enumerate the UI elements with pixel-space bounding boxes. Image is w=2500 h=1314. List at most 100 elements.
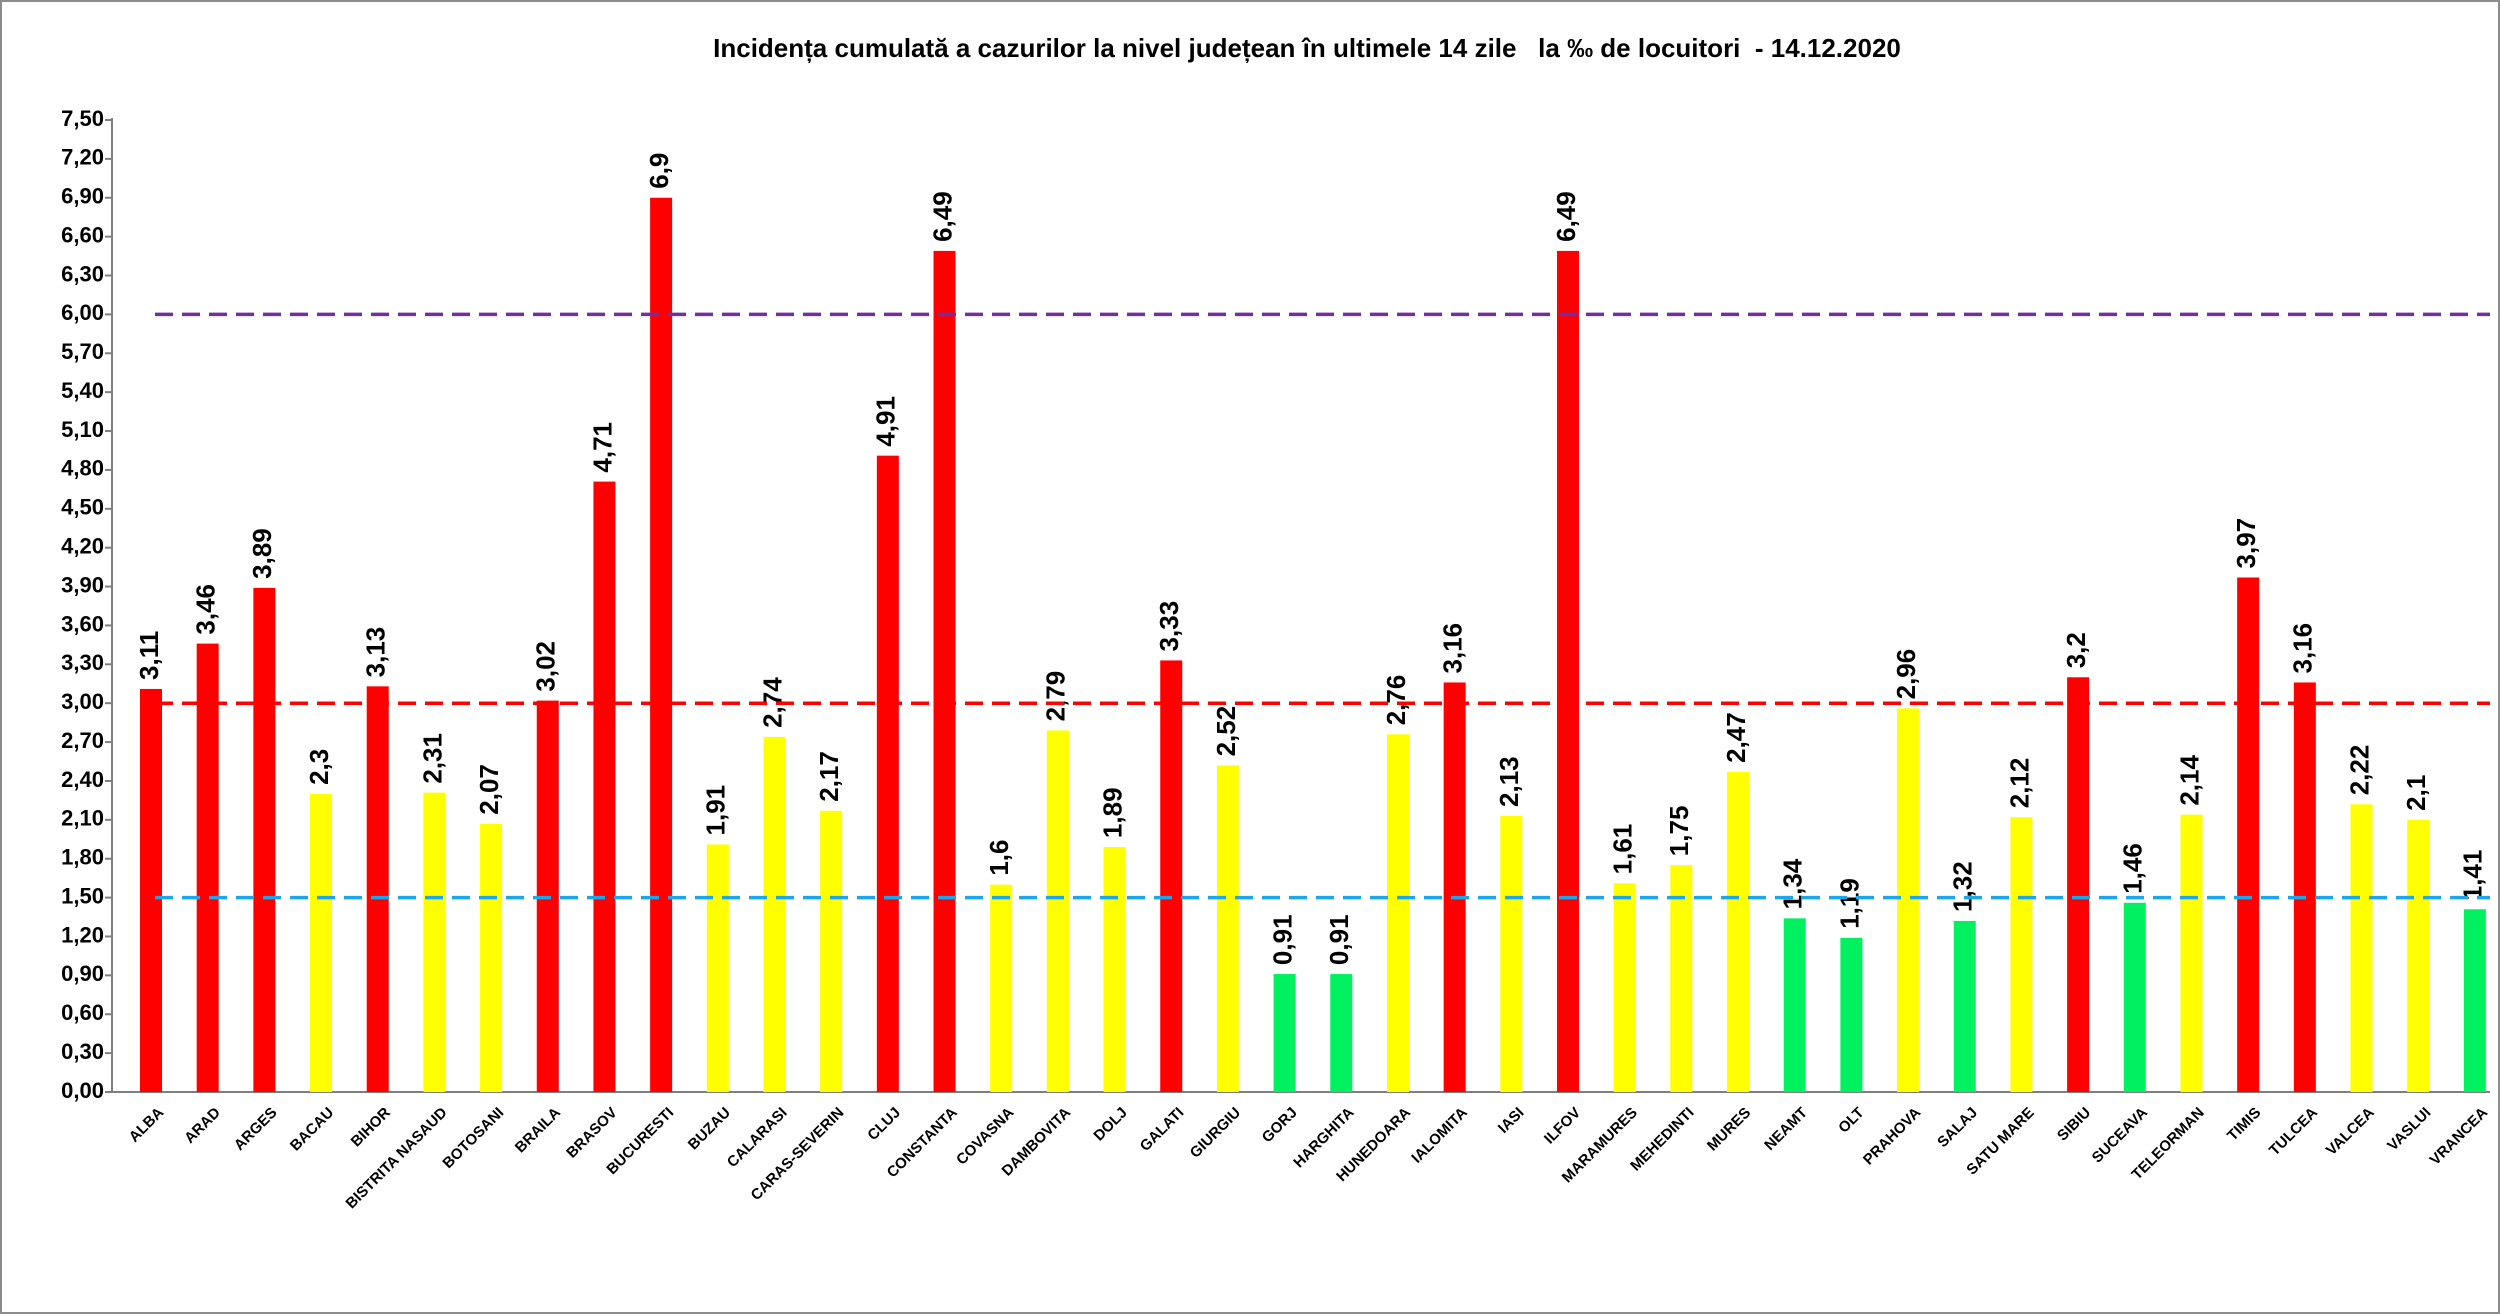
value-label-braila: 3,02 [531,641,561,692]
y-tick-label: 7,20 [61,145,104,170]
value-label-salaj: 1,32 [1948,861,1978,912]
bar-alba [140,688,162,1092]
bar-salaj [1953,920,1976,1092]
bar-buzau [706,844,729,1092]
bar-gorj [1273,974,1296,1092]
bar-ialomita [1443,682,1466,1092]
y-tick-labels: 0,00 0,30 0,60 0,90 1,20 1,50 1,80 2,10 2,40 2,70… [61,106,104,1103]
bar-calarasi [763,736,786,1092]
value-labels: 3,11 3,46 3,89 2,3 3,13 2,31 2,07 3,02 4,71 6,9 1,… [134,153,2488,965]
bar-brasov [593,481,616,1093]
bar-caras-severin [820,810,843,1092]
y-tick-label: 1,80 [61,845,104,870]
value-label-iasi: 2,13 [1494,756,1524,807]
bar-vaslui [2407,819,2430,1092]
value-label-galati: 3,33 [1154,601,1184,652]
value-label-bihor: 3,13 [361,627,391,678]
y-tick-label: 6,60 [61,222,104,247]
y-tick-label: 2,10 [61,806,104,831]
value-label-bacau: 2,3 [304,749,334,785]
bar-ilfov [1557,250,1579,1092]
bar-suceava [2123,902,2146,1092]
y-tick-label: 3,90 [61,572,104,597]
value-label-mures: 2,47 [1721,712,1751,763]
value-label-valcea: 2,22 [2344,745,2374,796]
value-label-hunedoara: 2,76 [1381,675,1411,726]
bar-iasi [1500,815,1523,1092]
y-tick-label: 6,00 [61,300,104,325]
value-label-bistrita-nasaud: 2,31 [417,733,447,784]
bar-hunedoara [1386,734,1409,1092]
bar-sibiu [2067,677,2090,1092]
value-label-caras-severin: 2,17 [814,751,844,802]
value-label-arad: 3,46 [191,584,221,635]
bar-arges [253,587,276,1092]
y-tick-label: 0,90 [61,961,104,986]
bar-vrancea [2463,909,2486,1092]
value-label-harghita: 0,91 [1324,914,1354,965]
value-label-mehedinti: 1,75 [1664,806,1694,857]
y-tick-label: 5,10 [61,417,104,442]
value-label-buzau: 1,91 [701,785,731,836]
bar-dolj [1103,847,1126,1092]
reference-lines [155,312,2490,900]
bar-olt [1840,937,1863,1092]
value-label-satu-mare: 2,12 [2004,758,2034,809]
y-tick-label: 3,60 [61,611,104,636]
bar-neamt [1783,918,1806,1092]
value-label-giurgiu: 2,52 [1211,706,1241,757]
value-label-sibiu: 3,2 [2061,632,2091,668]
bar-covasna [990,884,1013,1092]
bar-constanta [933,250,956,1092]
bar-maramures [1613,883,1636,1092]
bar-bacau [310,793,333,1092]
y-tick-label: 1,50 [61,883,104,908]
bar-mures [1727,771,1750,1092]
axes [105,118,2490,1093]
bar-dambovita [1046,730,1069,1092]
bar-teleorman [2180,814,2203,1092]
value-label-cluj: 4,91 [871,396,901,447]
bar-timis [2237,577,2260,1092]
y-tick-label: 3,00 [61,689,104,714]
bar-valcea [2350,804,2373,1092]
bars [140,197,2486,1093]
value-label-suceava: 1,46 [2118,843,2148,894]
value-label-tulcea: 3,16 [2288,623,2318,674]
y-tick-label: 3,30 [61,650,104,675]
value-label-gorj: 0,91 [1267,914,1297,965]
y-tick-label: 2,40 [61,767,104,792]
bar-bistrita-nasaud [423,792,446,1092]
y-tick-label: 4,50 [61,495,104,520]
y-tick-label: 4,20 [61,533,104,558]
y-tick-label: 0,30 [61,1039,104,1064]
bar-tulcea [2293,682,2316,1092]
bar-satu-mare [2010,817,2033,1092]
y-tick-label: 6,90 [61,184,104,209]
value-label-ialomita: 3,16 [1438,623,1468,674]
value-label-prahova: 2,96 [1891,649,1921,700]
y-tick-label: 6,30 [61,261,104,286]
y-tick-label: 1,20 [61,922,104,947]
value-label-constanta: 6,49 [927,191,957,242]
bar-prahova [1897,708,1920,1092]
bar-botosani [480,823,503,1092]
bar-mehedinti [1670,865,1693,1092]
y-tick-label: 5,70 [61,339,104,364]
value-label-vaslui: 2,1 [2401,775,2431,811]
bar-bucuresti [650,197,673,1092]
value-label-arges: 3,89 [247,528,277,579]
bar-giurgiu [1216,765,1239,1092]
value-label-dolj: 1,89 [1097,787,1127,838]
y-tick-label: 2,70 [61,728,104,753]
value-label-bucuresti: 6,9 [644,153,674,189]
y-tick-label: 0,60 [61,1000,104,1025]
value-label-timis: 3,97 [2231,518,2261,569]
y-tick-label: 0,00 [61,1078,104,1103]
value-label-neamt: 1,34 [1778,858,1808,909]
value-label-ilfov: 6,49 [1551,191,1581,242]
chart-title: Incidența cumulată a cazurilor la nivel … [713,33,1901,63]
